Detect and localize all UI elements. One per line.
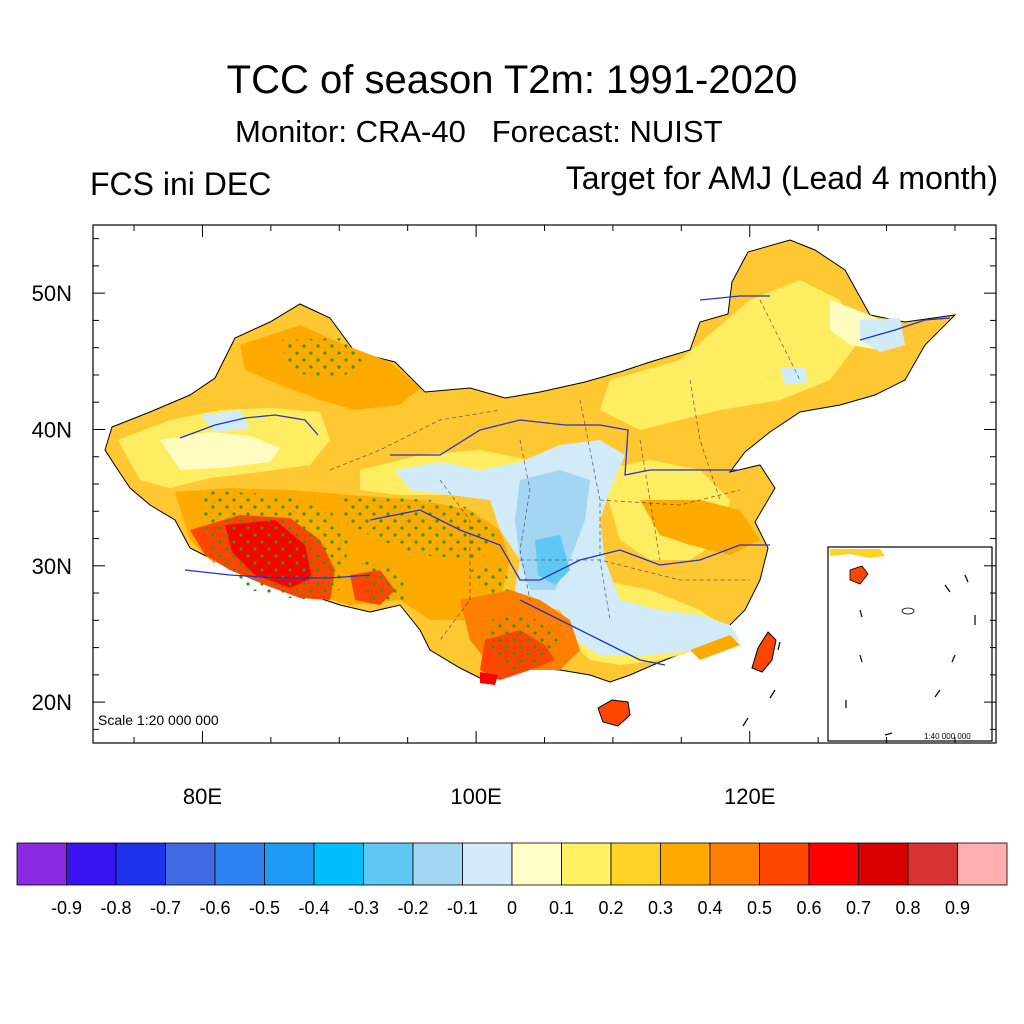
colorbar-swatch [561, 842, 612, 886]
colorbar-swatch [709, 842, 760, 886]
colorbar-swatch [462, 842, 513, 886]
colorbar-swatch [165, 842, 216, 886]
lat-label: 40N [32, 417, 72, 442]
colorbar-label: -0.9 [51, 898, 82, 918]
inset-map: 1:40 000 000 [827, 546, 993, 742]
chart-title: TCC of season T2m: 1991-2020 [226, 58, 798, 102]
colorbar-label: 0.6 [796, 898, 821, 918]
colorbar-label: -0.6 [199, 898, 230, 918]
left-string: FCS ini DEC [90, 166, 272, 202]
axis-labels: 80E 100E 120E 50N 40N 30N 20N [32, 281, 776, 809]
lat-label: 20N [32, 690, 72, 715]
lon-label: 120E [724, 784, 775, 809]
inset-scale-label: 1:40 000 000 [924, 732, 971, 741]
colorbar-swatch [610, 842, 661, 886]
colorbar-label: 0.4 [697, 898, 722, 918]
colorbar-swatch [858, 842, 909, 886]
colorbar-swatch [808, 842, 859, 886]
lon-label: 80E [183, 784, 222, 809]
axis-ticks [93, 225, 996, 743]
colorbar-swatch [16, 842, 67, 886]
colorbar-label: -0.4 [298, 898, 329, 918]
colorbar-swatch [214, 842, 265, 886]
colorbar-swatch [66, 842, 117, 886]
tcc-negative-zone [200, 318, 905, 655]
scale-label: Scale 1:20 000 000 [98, 712, 219, 728]
colorbar-swatch [412, 842, 463, 886]
colorbar-swatch [759, 842, 810, 886]
island-marks [742, 641, 781, 727]
colorbar-label: 0.1 [549, 898, 574, 918]
colorbar-label: -0.7 [150, 898, 181, 918]
colorbar-swatch [957, 842, 1008, 886]
colorbar-label: 0.7 [846, 898, 871, 918]
significance-stippling [200, 338, 560, 672]
colorbar-label: -0.2 [397, 898, 428, 918]
lat-label: 50N [32, 281, 72, 306]
colorbar-label: -0.3 [348, 898, 379, 918]
colorbar-swatch [264, 842, 315, 886]
lat-label: 30N [32, 554, 72, 579]
colorbar-swatch [363, 842, 414, 886]
colorbar-swatch [115, 842, 166, 886]
colorbar-swatch [660, 842, 711, 886]
colorbar-label: 0.3 [648, 898, 673, 918]
colorbar: -0.9 -0.8 -0.7 -0.6 -0.5 -0.4 -0.3 -0.2 -0.1 0 0.1… [16, 842, 1008, 918]
colorbar-swatch [511, 842, 562, 886]
province-boundaries [329, 299, 801, 641]
colorbar-label: 0.9 [945, 898, 970, 918]
colorbar-label: 0.5 [747, 898, 772, 918]
colorbar-swatch [313, 842, 364, 886]
lon-label: 100E [450, 784, 501, 809]
colorbar-label: 0.2 [598, 898, 623, 918]
colorbar-swatch [907, 842, 958, 886]
colorbar-label: -0.5 [249, 898, 280, 918]
colorbar-label: 0 [507, 898, 517, 918]
colorbar-label: -0.8 [100, 898, 131, 918]
colorbar-label: 0.8 [895, 898, 920, 918]
right-string: Target for AMJ (Lead 4 month) [565, 160, 998, 196]
rivers [179, 295, 951, 666]
colorbar-label: -0.1 [447, 898, 478, 918]
chart-subtitle: Monitor: CRA-40 Forecast: NUIST [235, 114, 723, 149]
